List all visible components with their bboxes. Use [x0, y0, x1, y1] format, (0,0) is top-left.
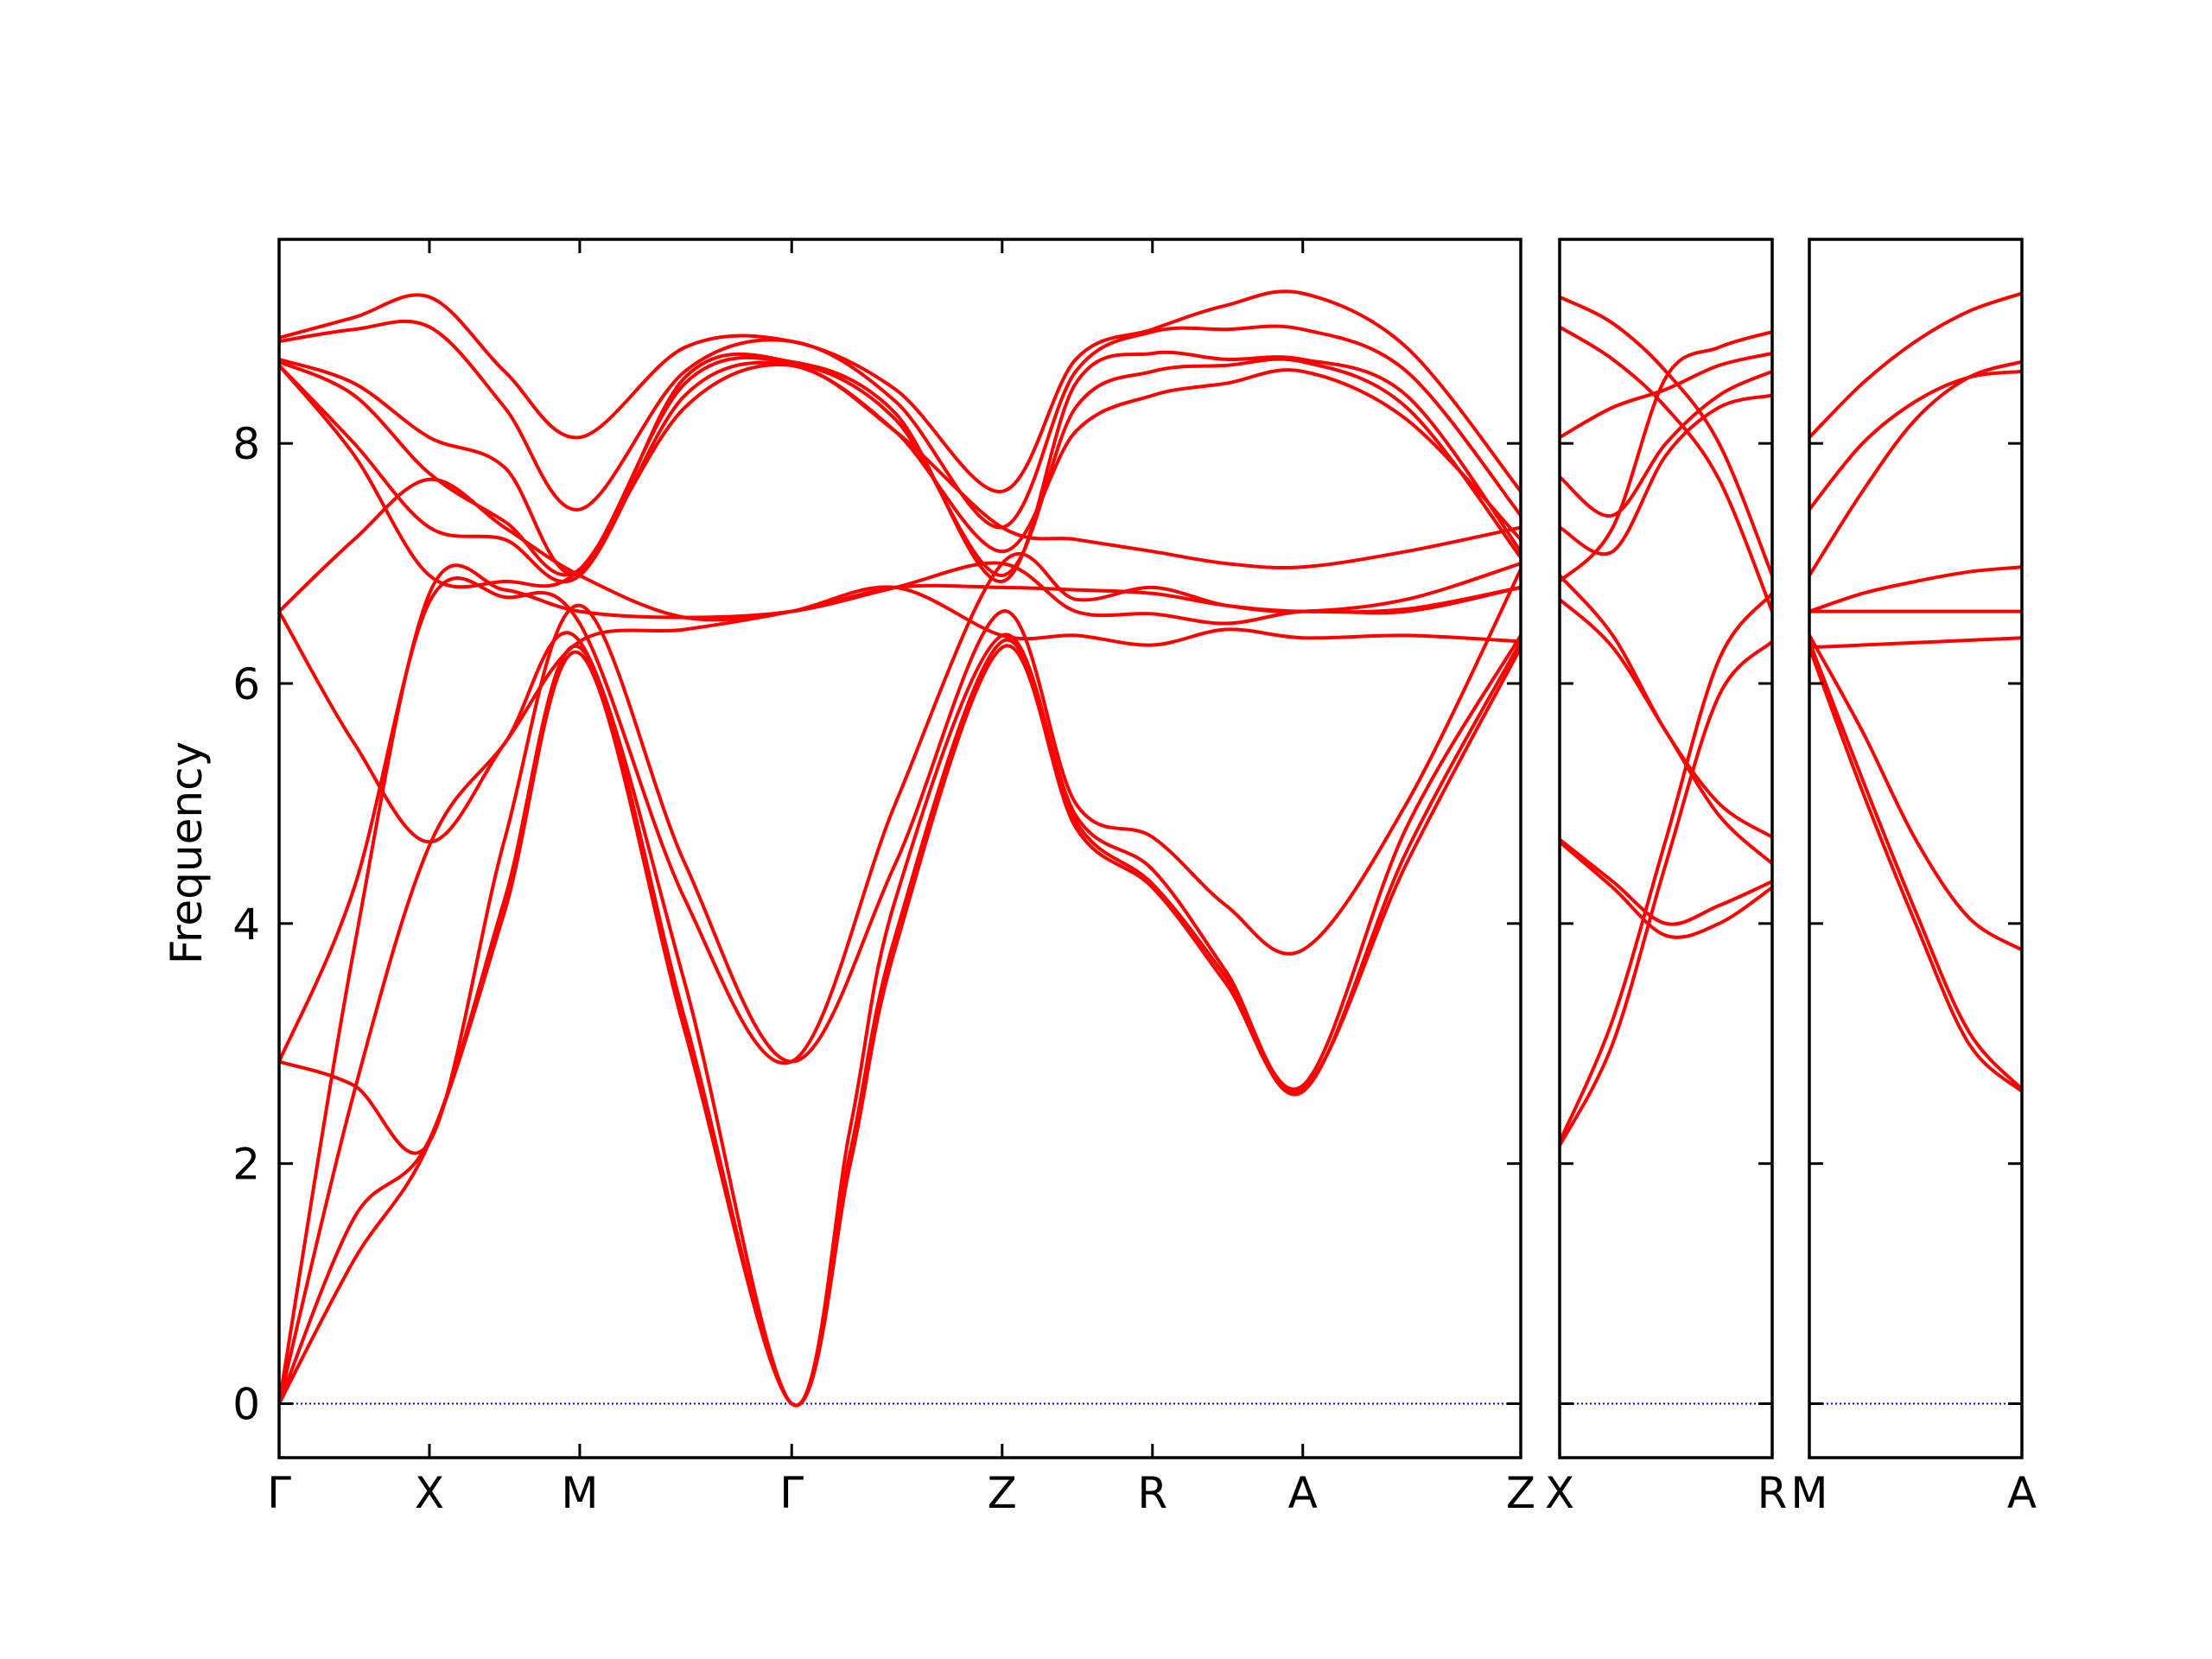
band-line-9: [279, 363, 1521, 589]
band-line-11: [279, 355, 1521, 578]
band-line-4: [1560, 838, 1772, 926]
band-line-6: [1809, 565, 2022, 613]
y-axis-label: Frequency: [162, 741, 212, 964]
band-line-14: [279, 289, 1521, 493]
x-tick-label: R: [1137, 1468, 1167, 1518]
band-line-10: [279, 360, 1521, 584]
x-tick-label: M: [1790, 1468, 1827, 1518]
y-tick-label: 4: [232, 899, 260, 950]
band-group: [1560, 295, 1772, 1147]
band-line-6: [279, 563, 1521, 1404]
y-tick-label: 2: [232, 1140, 260, 1190]
x-tick-label: Γ: [779, 1468, 804, 1518]
x-tick-label: R: [1758, 1468, 1788, 1518]
y-tick-label: 6: [232, 659, 260, 709]
x-tick-label: A: [1288, 1468, 1318, 1518]
band-line-8: [279, 477, 1521, 626]
panel-main: Γ X M Γ Z R A Z 0 2 4 6 8: [232, 238, 1535, 1518]
band-line-7: [1809, 359, 2022, 577]
band-line-3: [1809, 634, 2022, 952]
x-tick-label: Z: [988, 1468, 1017, 1518]
band-line-12: [1560, 330, 1772, 583]
panel-frame: [277, 238, 1522, 1459]
band-line-3: [279, 631, 1521, 1408]
x-tick-label: Z: [1506, 1468, 1535, 1518]
band-line-2: [1809, 640, 2022, 1090]
band-line-8: [1809, 369, 2022, 511]
y-tick-label: 8: [232, 419, 260, 469]
x-tick-label: Γ: [267, 1468, 291, 1518]
x-tick-label: A: [2007, 1468, 2037, 1518]
x-tick-label: X: [1545, 1468, 1574, 1518]
band-group: [1809, 291, 2022, 1093]
band-line-9: [1560, 352, 1772, 439]
band-line-5: [1809, 636, 2022, 650]
band-line-2: [279, 638, 1521, 1408]
band-line-13: [279, 319, 1521, 530]
band-line-6: [1560, 574, 1772, 839]
band-line-3: [1560, 840, 1772, 939]
band-group: [279, 289, 1521, 1408]
band-line-8: [1560, 369, 1772, 518]
band-line-1: [1809, 646, 2022, 1093]
band-line-12: [279, 350, 1521, 583]
band-line-1: [1560, 639, 1772, 1147]
band-line-4: [279, 569, 1521, 1155]
panel-frame: [1808, 238, 2024, 1459]
band-line-9: [1809, 291, 2022, 439]
band-line-11: [1560, 295, 1772, 576]
panel-frame: [1558, 238, 1774, 1459]
y-tick-label: 0: [232, 1379, 260, 1429]
band-line-7: [279, 585, 1521, 844]
band-line-10: [1560, 325, 1772, 613]
band-line-2: [1560, 592, 1772, 1143]
x-tick-label: X: [415, 1468, 444, 1518]
x-tick-label: M: [561, 1468, 598, 1518]
